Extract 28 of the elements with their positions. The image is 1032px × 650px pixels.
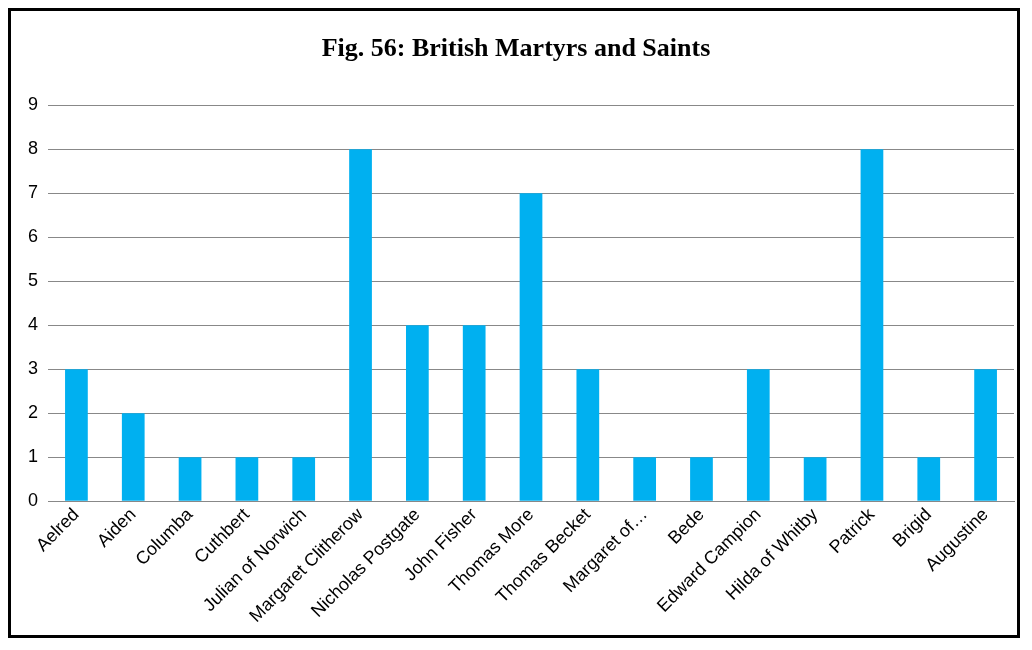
- bar: [406, 325, 429, 501]
- y-tick-label: 8: [28, 138, 39, 159]
- y-tick-label: 2: [28, 402, 39, 423]
- bar: [462, 325, 486, 501]
- bar: [576, 369, 600, 501]
- bar: [349, 149, 372, 501]
- bar: [803, 457, 827, 501]
- y-tick-label: 1: [28, 446, 39, 467]
- bar: [690, 457, 713, 501]
- y-tick-label: 6: [28, 226, 39, 247]
- bar: [178, 457, 202, 501]
- bar: [633, 457, 657, 501]
- bar: [746, 369, 770, 501]
- bar: [65, 369, 88, 501]
- y-tick-label: 9: [28, 94, 39, 115]
- bar: [860, 149, 884, 501]
- bar: [292, 457, 316, 501]
- y-tick-label: 3: [28, 358, 39, 379]
- chart-title: Fig. 56: British Martyrs and Saints: [321, 33, 711, 63]
- bar: [235, 457, 259, 501]
- y-tick-label: 5: [28, 270, 39, 291]
- y-tick-label: 7: [28, 182, 39, 203]
- bar: [121, 413, 145, 501]
- y-tick-label: 0: [28, 490, 39, 511]
- y-tick-label: 4: [28, 314, 39, 335]
- bar: [917, 457, 941, 501]
- bar: [519, 193, 543, 501]
- bar: [974, 369, 997, 501]
